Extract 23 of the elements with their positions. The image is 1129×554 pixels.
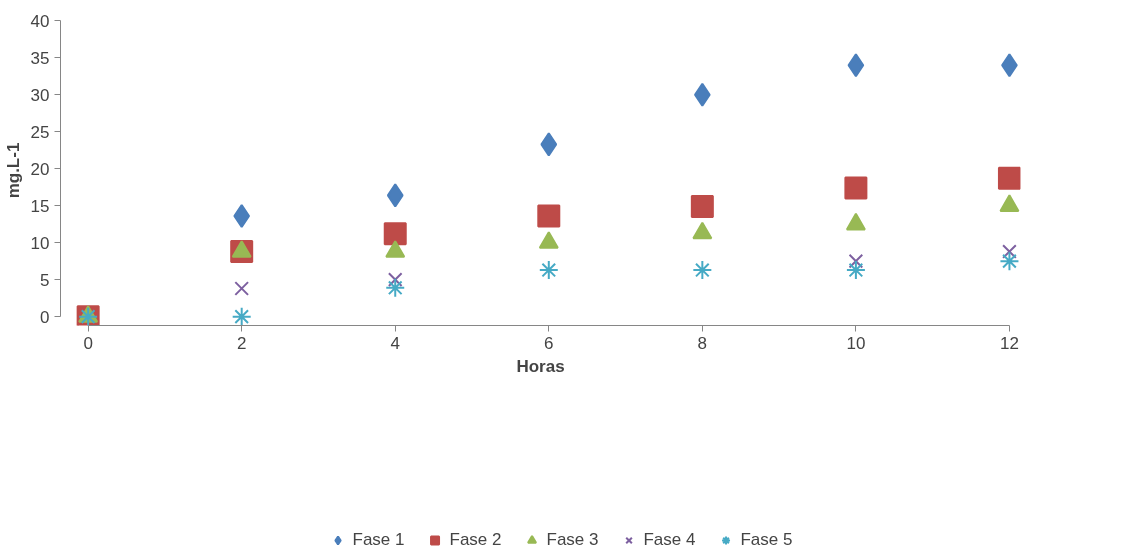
legend-label: Fase 4 [643,529,696,550]
x-tick-label: 4 [390,333,400,353]
y-tick-label: 35 [30,48,50,68]
y-tick-label: 25 [30,122,50,142]
y-tick-label: 20 [30,159,50,179]
legend-label: Fase 3 [546,529,599,550]
x-axis-title: Horas [516,356,565,376]
y-tick-label: 10 [30,233,50,253]
x-tick-label: 2 [236,333,247,353]
y-tick-label: 5 [40,270,50,290]
legend-label: Fase 1 [352,529,405,550]
y-axis-title: mg.L-1 [3,142,23,199]
y-tick-label: 30 [30,85,50,105]
legend-label: Fase 5 [740,529,793,550]
y-tick-label: 0 [40,307,50,327]
y-tick-label: 40 [30,11,50,31]
x-tick-label: 0 [83,333,93,353]
x-tick-label: 10 [846,333,866,353]
x-tick-label: 6 [544,333,554,353]
x-tick-label: 8 [697,333,708,353]
x-tick-label: 12 [999,333,1019,353]
y-tick-label: 15 [30,196,50,216]
legend-label: Fase 2 [449,529,502,550]
